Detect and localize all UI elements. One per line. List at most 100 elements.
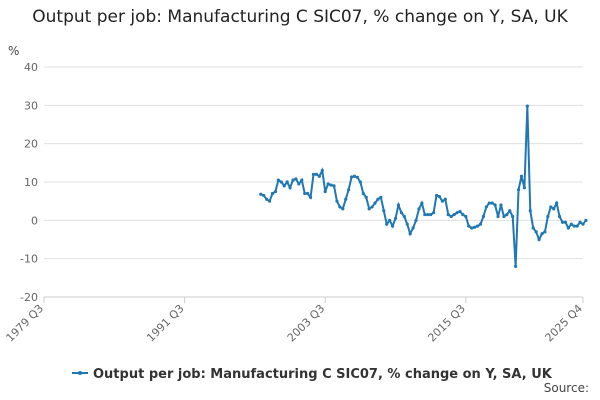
data-point	[273, 189, 278, 194]
data-point	[429, 212, 433, 217]
data-point	[276, 178, 280, 182]
x-tick-label: 1979 Q3	[4, 302, 47, 345]
data-point	[335, 199, 339, 203]
data-point	[338, 205, 342, 209]
data-point	[320, 168, 324, 173]
data-point	[355, 175, 360, 179]
data-point	[487, 201, 491, 205]
legend-marker	[78, 371, 82, 375]
data-point	[528, 209, 532, 213]
data-point	[405, 222, 409, 226]
data-point	[537, 237, 541, 242]
data-point	[514, 264, 518, 268]
data-point	[370, 205, 374, 209]
data-point	[461, 212, 465, 217]
data-point	[478, 222, 483, 226]
data-point	[581, 222, 585, 226]
data-point	[475, 224, 480, 228]
data-point	[317, 174, 321, 178]
data-point	[265, 197, 269, 201]
x-tick-label: 2015 Q3	[425, 302, 468, 345]
y-tick-label: 0	[31, 214, 38, 227]
data-point	[566, 226, 570, 230]
data-point	[584, 218, 588, 222]
data-point	[493, 203, 497, 207]
data-point	[267, 199, 272, 203]
data-point	[297, 182, 301, 186]
data-point	[388, 218, 392, 222]
data-point	[303, 191, 307, 196]
data-point	[543, 230, 547, 234]
data-point	[563, 220, 568, 224]
y-tick-label: 20	[24, 138, 38, 151]
data-point	[314, 172, 319, 176]
data-point	[373, 201, 377, 205]
data-point	[361, 191, 365, 196]
data-point	[525, 104, 529, 108]
data-point	[575, 224, 579, 228]
data-point	[555, 201, 559, 205]
data-point	[341, 207, 345, 211]
data-point	[546, 214, 550, 219]
data-point	[502, 214, 506, 219]
data-point	[443, 197, 447, 201]
data-point	[508, 209, 512, 213]
data-point	[516, 188, 521, 192]
data-point	[470, 226, 474, 230]
data-point	[288, 186, 292, 190]
x-tick-label: 2003 Q3	[285, 302, 328, 345]
series-line	[260, 106, 587, 267]
data-point	[549, 205, 553, 209]
data-point	[379, 195, 383, 199]
data-point	[393, 216, 398, 221]
data-point	[464, 214, 468, 219]
data-point	[449, 214, 453, 219]
data-point	[414, 218, 418, 222]
data-point	[326, 182, 330, 186]
y-tick-label: -10	[20, 253, 38, 266]
data-point	[270, 191, 275, 196]
data-point	[446, 212, 450, 217]
data-point	[396, 203, 401, 207]
x-tick-label: 1991 Q3	[144, 302, 187, 345]
data-point	[560, 220, 565, 224]
data-point	[262, 193, 266, 198]
data-point	[499, 203, 503, 207]
data-point	[279, 180, 283, 184]
data-point	[347, 188, 351, 192]
y-tick-label: 10	[24, 176, 38, 189]
data-point	[481, 214, 486, 219]
legend-label: Output per job: Manufacturing C SIC07, %…	[93, 367, 553, 382]
data-point	[344, 197, 348, 201]
data-point	[399, 211, 403, 215]
data-point	[505, 212, 509, 217]
data-point	[291, 178, 295, 182]
data-point	[511, 214, 515, 219]
data-point	[531, 226, 535, 230]
data-point	[411, 226, 415, 230]
data-point	[294, 177, 298, 181]
chart-title: Output per job: Manufacturing C SIC07, %…	[32, 7, 568, 27]
data-point	[332, 184, 336, 188]
data-point	[519, 174, 524, 178]
data-point	[259, 192, 263, 196]
data-point	[522, 186, 527, 190]
data-point	[490, 201, 494, 205]
data-point	[458, 209, 462, 214]
data-point	[364, 195, 368, 199]
data-point	[402, 214, 406, 219]
data-point	[437, 194, 442, 199]
y-tick-label: 30	[24, 99, 38, 112]
data-point	[323, 189, 327, 194]
data-point	[417, 207, 421, 211]
data-point	[426, 212, 430, 217]
data-point	[376, 197, 380, 201]
data-point	[557, 214, 562, 219]
data-point	[282, 184, 286, 188]
data-point	[385, 222, 389, 226]
data-point	[358, 180, 362, 184]
data-point	[440, 199, 444, 203]
data-point	[484, 205, 488, 209]
data-point	[496, 214, 500, 219]
